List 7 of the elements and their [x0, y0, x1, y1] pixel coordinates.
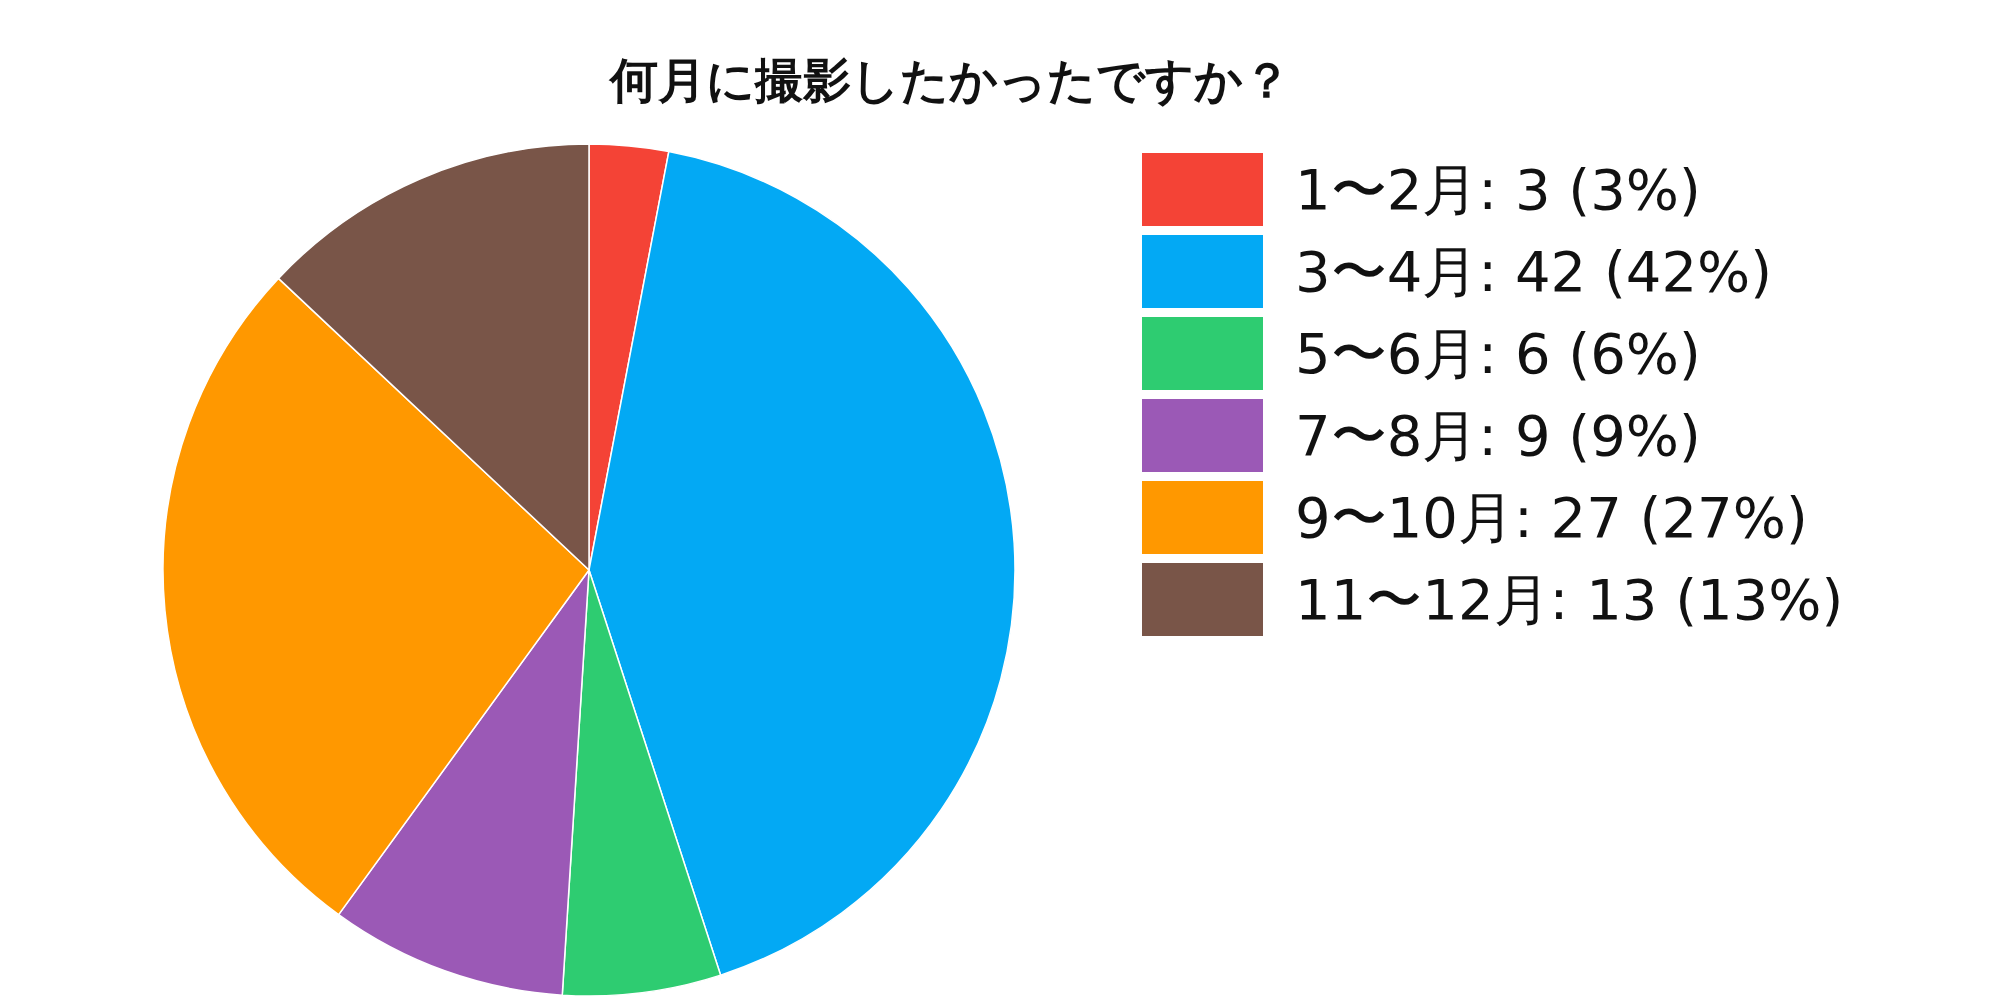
legend-label: 7〜8月: 9 (9%): [1295, 403, 1701, 468]
legend-label: 3〜4月: 42 (42%): [1295, 239, 1773, 304]
legend-label: 9〜10月: 27 (27%): [1295, 485, 1808, 550]
chart-title: 何月に撮影したかったですか？: [607, 52, 1291, 108]
legend-label: 11〜12月: 13 (13%): [1295, 567, 1844, 632]
legend-label: 1〜2月: 3 (3%): [1295, 157, 1701, 222]
legend-label: 5〜6月: 6 (6%): [1295, 321, 1701, 386]
